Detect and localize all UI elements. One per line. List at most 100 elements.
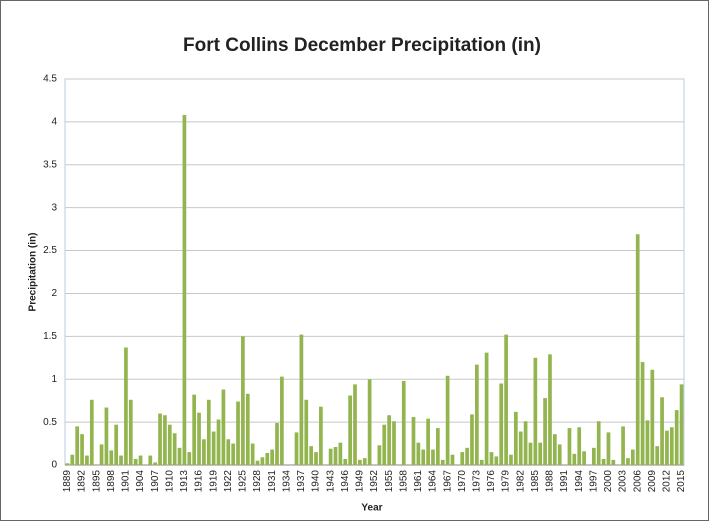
y-tick-label: 1.5 — [43, 331, 57, 342]
x-tick-label: 1940 — [311, 470, 322, 493]
bar — [655, 446, 660, 465]
bar — [202, 439, 206, 465]
bar — [533, 357, 538, 465]
bar — [167, 424, 172, 465]
x-tick-label: 1997 — [588, 470, 599, 493]
x-tick-label: 1988 — [545, 470, 556, 493]
bar — [148, 455, 153, 465]
y-tick-label: 1 — [51, 374, 57, 385]
x-tick-label: 1922 — [223, 470, 234, 493]
bar — [314, 452, 318, 465]
x-tick-label: 1919 — [208, 470, 219, 493]
bar — [158, 413, 162, 465]
bar — [138, 455, 143, 465]
bar — [411, 416, 416, 465]
bar — [679, 384, 684, 465]
bar — [484, 352, 489, 465]
chart-title: Fort Collins December Precipitation (in) — [183, 35, 541, 56]
bar — [250, 443, 255, 465]
x-tick-label: 1952 — [369, 470, 380, 493]
bar — [465, 447, 469, 465]
bar — [572, 453, 577, 465]
bar — [543, 398, 547, 465]
x-tick-label: 2006 — [632, 470, 643, 493]
bar — [299, 334, 304, 465]
bar — [353, 384, 357, 465]
bar — [177, 447, 182, 465]
x-tick-label: 1958 — [398, 470, 409, 493]
bar — [421, 449, 426, 465]
x-tick-label: 1985 — [530, 470, 541, 493]
bar — [660, 397, 664, 465]
bar — [343, 458, 348, 465]
x-tick-label: 1967 — [442, 470, 453, 493]
bar — [440, 459, 445, 465]
bar — [382, 424, 387, 465]
bar — [377, 445, 382, 465]
bar — [596, 421, 601, 465]
bar — [163, 415, 167, 465]
bar — [601, 458, 606, 465]
x-tick-label: 1925 — [238, 470, 249, 493]
bar — [450, 454, 455, 465]
x-tick-label: 2012 — [662, 470, 673, 493]
bar — [489, 452, 494, 465]
bar — [245, 393, 250, 465]
bar — [479, 459, 484, 465]
bar — [104, 407, 109, 465]
x-tick-label: 2000 — [603, 470, 614, 493]
x-tick-label: 2015 — [676, 470, 687, 493]
x-tick-label: 1949 — [355, 470, 366, 493]
x-tick-label: 1979 — [501, 470, 512, 493]
bar — [528, 442, 533, 465]
y-tick-label: 0 — [51, 460, 57, 471]
bar — [509, 454, 513, 465]
bar — [70, 454, 75, 465]
bar — [172, 433, 177, 465]
bar — [85, 455, 89, 465]
bar — [611, 459, 616, 465]
bar — [231, 443, 236, 465]
x-axis-title: Year — [361, 503, 382, 514]
bar — [665, 430, 669, 465]
bar — [275, 422, 279, 465]
x-tick-label: 1991 — [559, 470, 570, 493]
bar — [445, 375, 450, 465]
x-tick-label: 1904 — [135, 470, 146, 493]
x-tick-label: 1910 — [164, 470, 175, 493]
bar — [650, 369, 655, 465]
y-tick-label: 2 — [51, 288, 57, 299]
bar — [128, 399, 133, 465]
bar — [557, 444, 562, 465]
bar — [221, 389, 226, 465]
bar — [367, 379, 372, 465]
x-tick-label: 1955 — [384, 470, 395, 493]
bar — [319, 406, 323, 465]
bar — [552, 434, 557, 465]
bar — [328, 448, 333, 465]
x-tick-label: 1892 — [77, 470, 88, 493]
bar — [416, 442, 421, 465]
bar — [294, 432, 299, 465]
x-tick-label: 1976 — [486, 470, 497, 493]
bar — [401, 380, 406, 465]
x-tick-label: 1934 — [281, 470, 292, 493]
x-tick-label: 1898 — [106, 470, 117, 493]
bar — [99, 444, 104, 465]
bar — [494, 456, 499, 465]
y-tick-label: 3.5 — [43, 159, 57, 170]
bar — [626, 458, 630, 465]
bar — [211, 431, 216, 465]
bar — [513, 411, 518, 465]
bar — [187, 452, 192, 465]
bar — [387, 415, 391, 465]
bar — [591, 447, 596, 465]
bar — [197, 412, 201, 465]
y-tick-label: 3 — [51, 202, 57, 213]
bar — [640, 362, 645, 465]
bar — [504, 334, 508, 465]
y-tick-label: 2.5 — [43, 245, 57, 256]
bar — [518, 431, 523, 465]
x-tick-label: 1889 — [62, 470, 73, 493]
